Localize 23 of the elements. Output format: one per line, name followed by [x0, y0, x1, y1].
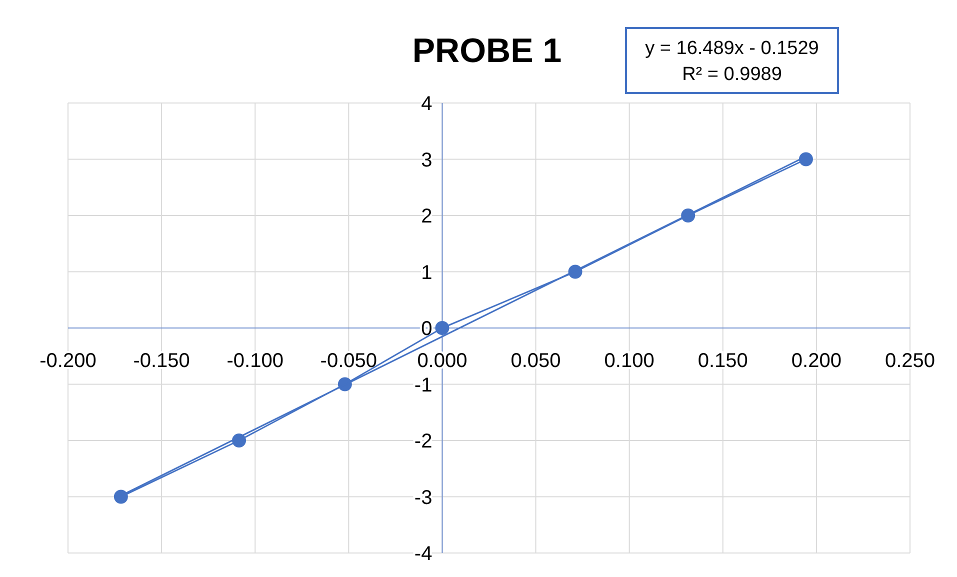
y-tick-label: -2: [414, 430, 432, 452]
point: [114, 490, 128, 504]
y-tick-label: 4: [421, 93, 432, 115]
x-tick-label: -0.050: [320, 350, 378, 372]
x-tick-label: 0.250: [884, 350, 936, 372]
x-tick-label: -0.200: [40, 350, 96, 372]
x-tick-label: -0.100: [226, 350, 284, 372]
x-tick-label: 0.050: [510, 350, 561, 372]
text: y = 16.489x - 0.1529: [645, 38, 819, 59]
x-tick-label: -0.150: [133, 350, 190, 372]
y-tick-label: 2: [421, 206, 432, 228]
x-tick-label: 0.200: [791, 350, 842, 372]
x-tick-label: 0.100: [604, 350, 654, 372]
point: [435, 321, 450, 335]
x-tick-label: 0.150: [698, 350, 748, 372]
y-tick-label: -4: [414, 543, 432, 565]
y-tick-label: -3: [414, 486, 432, 509]
y-tick-label: 3: [421, 149, 432, 172]
y-tick-label: 1: [421, 262, 432, 284]
text: R² = 0.9989: [682, 64, 782, 85]
chart-title: PROBE 1: [412, 32, 562, 70]
y-tick-label: -1: [414, 374, 432, 396]
point: [798, 152, 813, 166]
